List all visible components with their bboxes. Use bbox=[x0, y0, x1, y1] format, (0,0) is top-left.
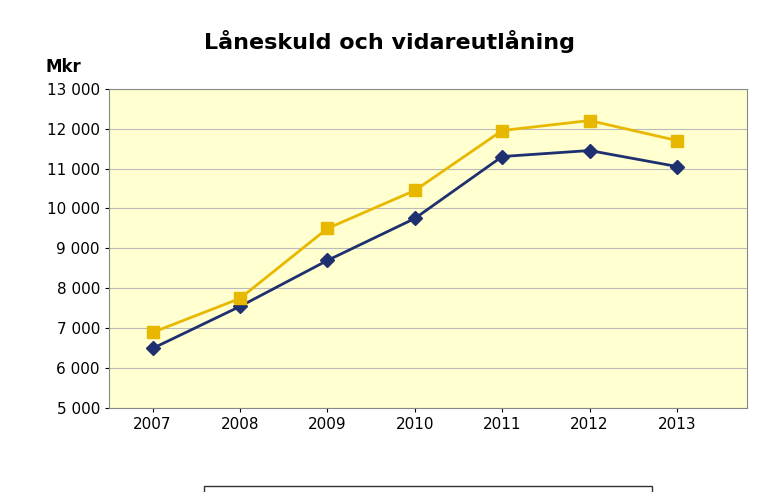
Line: Vidareutlåning till bolagen: Vidareutlåning till bolagen bbox=[147, 115, 682, 338]
Låneskuld bbox=[585, 148, 594, 154]
Låneskuld bbox=[148, 345, 157, 351]
Låneskuld bbox=[410, 215, 419, 221]
Vidareutlåning till bolagen bbox=[585, 118, 594, 123]
Låneskuld bbox=[672, 163, 682, 169]
Vidareutlåning till bolagen bbox=[672, 138, 682, 144]
Låneskuld bbox=[235, 304, 244, 309]
Text: Mkr: Mkr bbox=[45, 58, 81, 76]
Låneskuld bbox=[497, 154, 506, 159]
Låneskuld bbox=[323, 257, 332, 263]
Vidareutlåning till bolagen bbox=[148, 330, 157, 336]
Vidareutlåning till bolagen bbox=[497, 127, 506, 133]
Vidareutlåning till bolagen bbox=[323, 225, 332, 231]
Text: Låneskuld och vidareutlåning: Låneskuld och vidareutlåning bbox=[204, 30, 574, 53]
Legend: Låneskuld, Vidareutlåning till bolagen: Låneskuld, Vidareutlåning till bolagen bbox=[204, 487, 652, 492]
Vidareutlåning till bolagen bbox=[235, 296, 244, 302]
Line: Låneskuld: Låneskuld bbox=[148, 146, 682, 353]
Vidareutlåning till bolagen bbox=[410, 187, 419, 193]
